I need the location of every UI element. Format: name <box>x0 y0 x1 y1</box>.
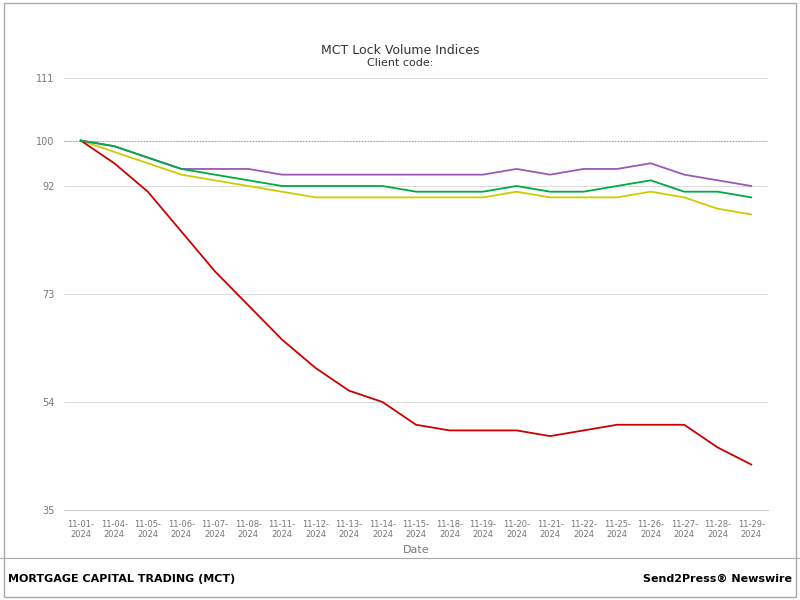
Purchase <box>378 171 387 178</box>
Total <box>143 160 153 167</box>
Purchase <box>177 166 186 173</box>
Cash Out <box>210 171 220 178</box>
X-axis label: Date: Date <box>402 545 430 554</box>
Total <box>378 194 387 201</box>
Total <box>177 171 186 178</box>
Rate/Term <box>243 302 253 309</box>
Purchase <box>243 166 253 173</box>
Cash Out <box>713 188 722 195</box>
Cash Out <box>143 154 153 161</box>
Cash Out <box>646 177 655 184</box>
Rate/Term <box>546 433 555 440</box>
Cash Out <box>445 188 454 195</box>
Rate/Term <box>210 268 220 275</box>
Rate/Term <box>713 444 722 451</box>
Purchase <box>546 171 555 178</box>
Rate/Term <box>478 427 488 434</box>
Cash Out <box>512 182 522 190</box>
Rate/Term <box>646 421 655 428</box>
Purchase <box>746 182 756 190</box>
Cash Out <box>110 143 119 150</box>
Cash Out <box>546 188 555 195</box>
Total <box>679 194 689 201</box>
Line: Cash Out: Cash Out <box>81 140 751 197</box>
Total <box>546 194 555 201</box>
Total <box>411 194 421 201</box>
Purchase <box>579 166 589 173</box>
Cash Out <box>277 182 286 190</box>
Total <box>445 194 454 201</box>
Cash Out <box>310 182 320 190</box>
Purchase <box>344 171 354 178</box>
Purchase <box>76 137 86 144</box>
Purchase <box>445 171 454 178</box>
Text: Client code:: Client code: <box>367 58 433 68</box>
Total <box>713 205 722 212</box>
Purchase <box>612 166 622 173</box>
Rate/Term <box>177 228 186 235</box>
Total <box>579 194 589 201</box>
Rate/Term <box>344 387 354 394</box>
Cash Out <box>76 137 86 144</box>
Rate/Term <box>512 427 522 434</box>
Line: Purchase: Purchase <box>81 140 751 186</box>
Text: MCT Lock Volume Indices: MCT Lock Volume Indices <box>321 44 479 58</box>
Cash Out <box>177 166 186 173</box>
Rate/Term <box>76 137 86 144</box>
Cash Out <box>612 182 622 190</box>
Rate/Term <box>277 336 286 343</box>
Purchase <box>310 171 320 178</box>
Cash Out <box>378 182 387 190</box>
Cash Out <box>344 182 354 190</box>
Total <box>277 188 286 195</box>
Purchase <box>512 166 522 173</box>
Purchase <box>646 160 655 167</box>
Total <box>76 137 86 144</box>
Purchase <box>277 171 286 178</box>
Purchase <box>478 171 488 178</box>
Total <box>612 194 622 201</box>
Line: Rate/Term: Rate/Term <box>81 140 751 464</box>
Rate/Term <box>143 188 153 195</box>
Total <box>512 188 522 195</box>
Rate/Term <box>378 398 387 406</box>
Purchase <box>679 171 689 178</box>
Total <box>110 148 119 155</box>
Total <box>243 182 253 190</box>
Purchase <box>411 171 421 178</box>
Rate/Term <box>411 421 421 428</box>
Total <box>478 194 488 201</box>
Cash Out <box>478 188 488 195</box>
Cash Out <box>679 188 689 195</box>
Total <box>310 194 320 201</box>
Cash Out <box>243 177 253 184</box>
Line: Total: Total <box>81 140 751 214</box>
Cash Out <box>579 188 589 195</box>
Rate/Term <box>579 427 589 434</box>
Rate/Term <box>310 364 320 371</box>
Rate/Term <box>110 160 119 167</box>
Text: MORTGAGE CAPITAL TRADING (MCT): MORTGAGE CAPITAL TRADING (MCT) <box>8 574 235 584</box>
Rate/Term <box>679 421 689 428</box>
Rate/Term <box>746 461 756 468</box>
Cash Out <box>746 194 756 201</box>
Cash Out <box>411 188 421 195</box>
Total <box>210 177 220 184</box>
Total <box>746 211 756 218</box>
Purchase <box>713 177 722 184</box>
Total <box>646 188 655 195</box>
Purchase <box>143 154 153 161</box>
Text: Send2Press® Newswire: Send2Press® Newswire <box>643 574 792 584</box>
Purchase <box>210 166 220 173</box>
Rate/Term <box>612 421 622 428</box>
Total <box>344 194 354 201</box>
Rate/Term <box>445 427 454 434</box>
Purchase <box>110 143 119 150</box>
